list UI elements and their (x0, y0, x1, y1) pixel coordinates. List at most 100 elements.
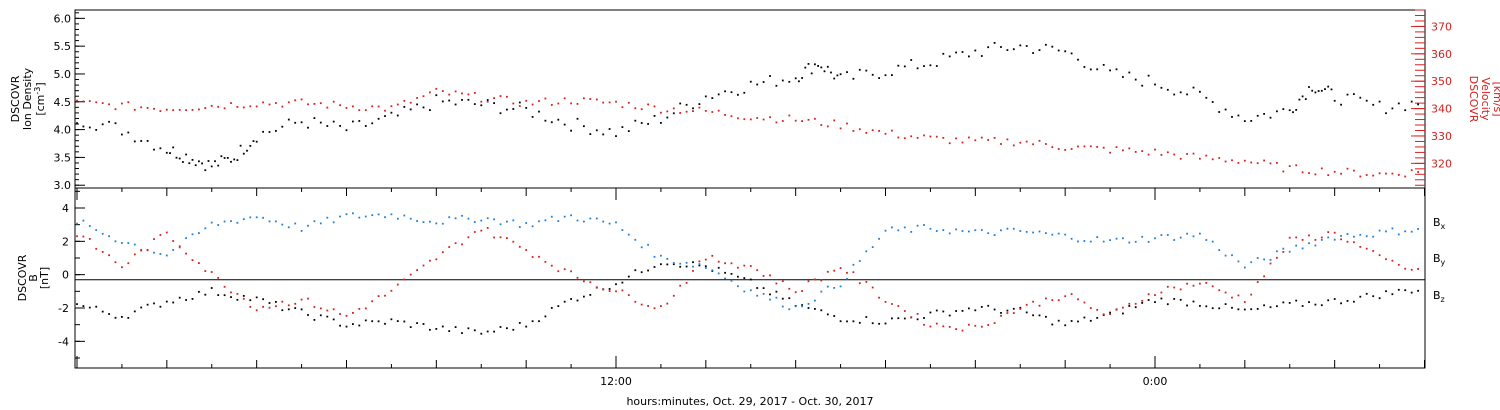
top-series-1-point (679, 112, 682, 114)
top-series-0-point (194, 164, 197, 167)
bottom-series-Bz-point (1263, 275, 1265, 278)
bottom-series-Bz-point (1173, 286, 1176, 289)
bottom-series-Bx-point (942, 310, 945, 313)
top-series-1-point (76, 99, 78, 102)
bottom-series-By-point (313, 220, 316, 223)
top-series-1-point (1064, 149, 1067, 151)
top-series-0-point (974, 49, 977, 52)
top-series-0-point (1089, 68, 1092, 71)
top-series-0-point (531, 116, 534, 118)
bottom-series-Bz-point (198, 262, 200, 264)
bottom-series-By-point (897, 229, 900, 232)
bottom-series-By-point (326, 216, 329, 219)
bottom-series-Bz-point (1308, 234, 1310, 237)
bottom-series-Bx-point (76, 303, 78, 305)
bottom-series-Bz-point (871, 286, 874, 289)
bottom-series-By-point (352, 212, 354, 215)
bottom-series-Bz-point (916, 313, 919, 315)
bottom-series-By-point (724, 277, 726, 280)
top-series-0-point (95, 129, 98, 131)
bottom-series-Bz-point (1250, 293, 1253, 296)
bottom-left-ticks: 4 2 0 -2 -4 (58, 190, 85, 359)
top-series-0-point (1292, 111, 1294, 114)
bottom-left-tick-label: -2 (58, 302, 69, 315)
top-series-0-point (467, 98, 470, 101)
bottom-series-By-point (653, 255, 656, 258)
bottom-series-Bz-point (95, 247, 98, 250)
top-series-1-point (672, 107, 675, 110)
top-series-0-point (1243, 120, 1246, 122)
top-series-1-point (114, 108, 117, 111)
bottom-series-By-point (1083, 240, 1086, 242)
top-series-0-point (518, 101, 521, 104)
top-series-0-point (660, 122, 662, 124)
bottom-series-By-point (88, 225, 91, 227)
top-series-1-point (647, 103, 649, 106)
top-series-1-point (1025, 140, 1028, 143)
bottom-series-Bz-point (217, 277, 220, 279)
bottom-series-Bx-point (1051, 323, 1054, 326)
top-series-1-point (153, 107, 155, 110)
bottom-panel: 4 2 0 -2 -4 DSCOVR B [nT] Bx By Bz (16, 187, 1446, 369)
bottom-series-By-point (1256, 257, 1259, 259)
bottom-left-label-line2: B (27, 274, 40, 282)
bottom-series-Bz-point (570, 270, 572, 273)
bottom-series-By-point (961, 230, 964, 232)
top-right-tick-label: 370 (1431, 20, 1452, 33)
bottom-series-By-point (679, 262, 682, 265)
top-series-0-point (743, 91, 746, 94)
bottom-series-Bz-point (775, 282, 778, 285)
bottom-series-Bx-point (660, 263, 662, 266)
bottom-series-By-point (339, 215, 341, 218)
bottom-series-By-point (127, 242, 130, 244)
top-series-0-point (1282, 108, 1285, 110)
top-series-1-point (865, 132, 868, 134)
bottom-series-By-point (1038, 230, 1041, 233)
bottom-series-By-point (871, 246, 874, 248)
bottom-series-By-point (358, 216, 361, 219)
bottom-series-Bx-point (435, 328, 438, 330)
bottom-series-Bx-point (980, 306, 983, 308)
bottom-series-Bz-point (878, 296, 880, 299)
bottom-series-By-point (1263, 258, 1265, 261)
top-series-1-point (531, 103, 534, 106)
top-series-1-point (756, 117, 759, 119)
top-series-1-point (550, 104, 553, 106)
bottom-series-By-point (448, 216, 451, 219)
bottom-series-Bz-point (1147, 293, 1150, 296)
bottom-series-By-point (1231, 254, 1233, 257)
top-left-label-line2: Ion Density (21, 67, 34, 130)
top-series-0-point (550, 121, 553, 124)
bottom-series-By-point (1070, 237, 1073, 240)
top-series-0-point (1038, 49, 1041, 51)
top-series-0-point (384, 115, 386, 117)
top-series-0-point (239, 144, 242, 147)
bottom-series-Bz-point (743, 264, 746, 267)
top-series-0-point (182, 161, 184, 163)
bottom-series-By-point (1057, 232, 1060, 235)
bottom-series-By-point (210, 221, 213, 224)
top-series-1-point (711, 111, 714, 113)
bottom-series-By-point (1308, 242, 1310, 245)
bottom-series-Bz-point (852, 271, 855, 274)
bottom-series-Bx-point (217, 294, 220, 296)
bottom-series-Bx-point (1032, 314, 1034, 317)
bottom-series-By-point (717, 272, 720, 275)
bottom-series-Bz-point (1224, 291, 1227, 294)
bottom-series-Bz-point (672, 294, 675, 297)
bottom-series-Bx-point (133, 310, 136, 313)
bottom-series-Bz-point (1154, 294, 1156, 296)
bottom-series-By-point (1397, 233, 1400, 236)
bottom-series-Bx-point (1410, 291, 1413, 294)
bottom-series-Bx-point (1269, 306, 1272, 309)
bottom-series-By-point (1340, 235, 1342, 237)
bottom-series-By-point (602, 220, 605, 223)
bottom-series-By-point (518, 226, 521, 228)
bottom-series-By-point (948, 232, 951, 235)
bottom-series-By-point (1000, 229, 1002, 232)
top-series-1-point (403, 99, 406, 102)
bottom-series-Bz-point (422, 264, 425, 267)
bottom-series-Bz-point (923, 323, 925, 326)
top-left-tick-label: 4.5 (54, 96, 72, 109)
top-series-0-point (262, 130, 264, 133)
